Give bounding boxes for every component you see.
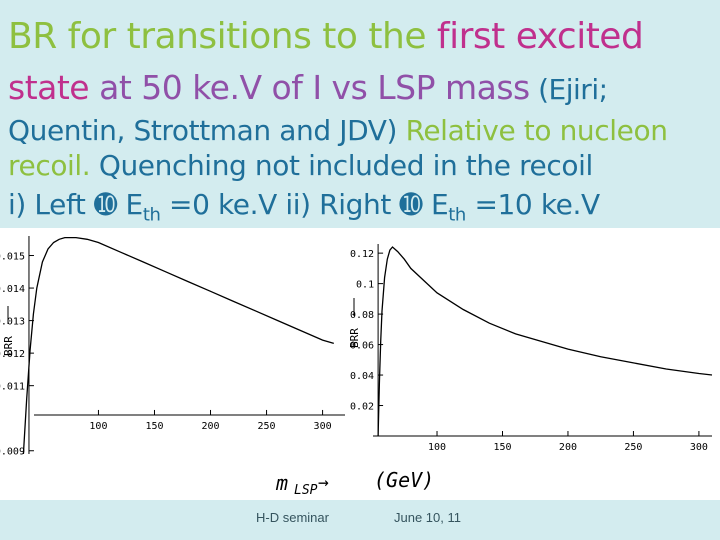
y-axis-label: BRR: [348, 328, 361, 348]
x-tick-label: 300: [314, 421, 332, 432]
x-axis-label-unit: (GeV): [374, 468, 434, 492]
x-tick-label: 100: [89, 421, 107, 432]
title-text: state: [8, 68, 100, 107]
title-highlight: recoil.: [8, 149, 91, 182]
x-axis-label-sub: LSP: [294, 483, 318, 498]
title-highlight: first excited: [436, 16, 644, 57]
footer-seminar: H-D seminar: [256, 510, 329, 525]
subscript: th: [448, 204, 466, 226]
title-line-1: BR for transitions to the first excited: [8, 16, 644, 57]
y-tick-label: 0.04: [350, 371, 374, 382]
title-text: vs LSP mass: [321, 68, 531, 107]
y-tick-label: 0.014: [0, 284, 25, 295]
title-line-3: Quentin, Strottman and JDV) Relative to …: [8, 114, 668, 147]
title-line-4: recoil. Quenching not included in the re…: [8, 149, 593, 182]
y-tick-label: 0.08: [350, 310, 374, 321]
charts-svg: 100 150 200 250 300 0.009 0.011 0.012 0.013 0.014…: [0, 236, 713, 498]
y-tick-label: 0.12: [350, 249, 374, 260]
subscript: th: [142, 204, 161, 226]
footer: H-D seminar June 10, 11: [0, 500, 720, 540]
y-tick-label: 0.009: [0, 447, 25, 458]
title-text: Quenching not included in the recoil: [90, 149, 593, 182]
title-highlight: at 50 ke.V of I: [99, 68, 322, 107]
y-tick-label: 0.012: [0, 349, 25, 360]
chart-left: 100 150 200 250 300 0.009 0.011 0.012 0.013 0.014…: [0, 236, 345, 458]
x-axis-shared-label: m LSP → (GeV): [275, 468, 434, 498]
x-tick-label: 100: [428, 442, 446, 453]
title-text: =10 ke.V: [465, 188, 600, 221]
y-tick-label: 0.06: [350, 341, 374, 352]
x-tick-label: 250: [258, 421, 276, 432]
x-tick-label: 250: [624, 442, 642, 453]
plot-area: 100 150 200 250 300 0.009 0.011 0.012 0.013 0.014…: [0, 228, 720, 500]
title-authors: Quentin, Strottman and JDV): [8, 114, 406, 147]
x-tick-label: 150: [493, 442, 511, 453]
title-text: i) Left: [8, 188, 94, 221]
footer-date: June 10, 11: [394, 510, 461, 525]
y-tick-label: 0.015: [0, 252, 25, 263]
y-tick-label: 0.02: [350, 402, 374, 413]
bullet-icon: ➓: [399, 188, 423, 221]
title-line-2: state at 50 ke.V of I vs LSP mass (Ejiri…: [8, 68, 608, 107]
x-tick-label: 200: [559, 442, 577, 453]
x-tick-label: 300: [690, 442, 708, 453]
title-line-5: i) Left ➓ Eth =0 ke.V ii) Right ➓ Eth =1…: [8, 188, 600, 226]
y-tick-label: 0.013: [0, 317, 25, 328]
x-axis-label-main: m: [275, 471, 288, 495]
y-tick-label: 0.011: [0, 382, 25, 393]
title-text: E: [422, 188, 449, 221]
title-text: BR for transitions to the: [8, 16, 437, 57]
title-text: E: [117, 188, 144, 221]
series-line: [22, 236, 334, 455]
x-axis-label-arrow: →: [318, 472, 329, 493]
title-highlight: Relative to nucleon: [405, 114, 668, 147]
title-authors: (Ejiri;: [529, 73, 608, 106]
y-tick-label: 0.1: [356, 280, 374, 291]
chart-right: 100 150 200 250 300 0.02 0.04 0.06 0.08 0.1 0.12 BR…: [348, 244, 713, 453]
title-text: =0 ke.V ii) Right: [160, 188, 400, 221]
x-tick-label: 200: [201, 421, 219, 432]
x-tick-label: 150: [145, 421, 163, 432]
series-line: [377, 246, 713, 437]
y-axis-label: BRR: [2, 336, 15, 356]
bullet-icon: ➓: [93, 188, 118, 221]
